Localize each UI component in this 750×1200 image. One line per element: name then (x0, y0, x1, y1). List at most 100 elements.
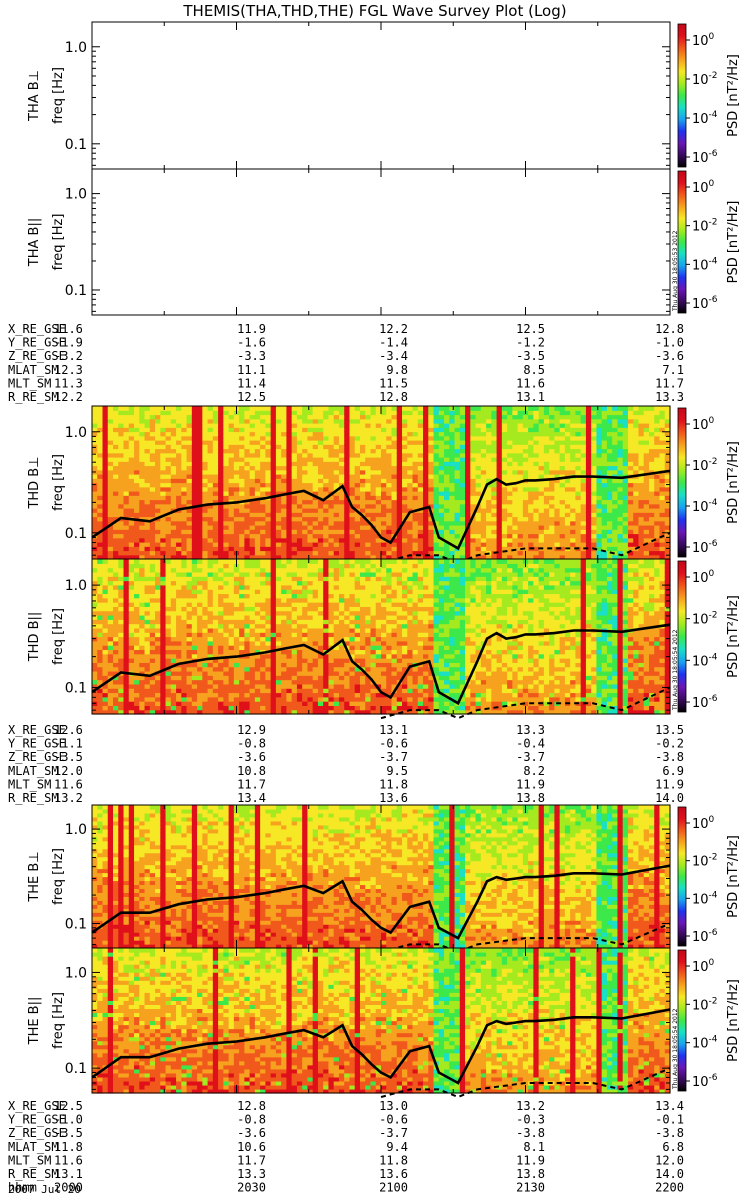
spectrogram-cell (186, 469, 193, 475)
spectrogram-cell (102, 709, 109, 715)
spectrogram-cell (333, 457, 340, 462)
spectrogram-cell (228, 537, 235, 543)
spectrogram-cell (191, 675, 198, 681)
spectrogram-cell (428, 457, 435, 462)
spectrogram-cell (444, 452, 450, 458)
spectrogram-cell (533, 550, 540, 556)
spectrogram-cell (438, 431, 445, 437)
spectrogram-cell (517, 529, 524, 535)
spectrogram-cell (370, 550, 377, 556)
spectrogram-cell (212, 457, 219, 462)
spectrogram-cell (643, 512, 650, 518)
spectrogram-cell (160, 444, 167, 450)
spectrogram-cell (512, 457, 519, 462)
spectrogram-cell (402, 410, 408, 416)
spectrogram-cell (165, 683, 172, 689)
spectrogram-cell (407, 444, 414, 450)
spectrogram-cell (354, 512, 361, 518)
spectrogram-cell (654, 423, 661, 428)
spectrogram-cell (638, 431, 645, 437)
spectrogram-cell (622, 452, 629, 458)
spectrogram-cell (191, 662, 198, 668)
spectrogram-cell (396, 418, 403, 424)
spectrogram-cell (396, 440, 403, 445)
spectrogram-cell (617, 533, 624, 539)
spectrogram-cell (528, 508, 534, 513)
spectrogram-cell (207, 474, 214, 479)
spectrogram-cell (528, 457, 534, 462)
spectrogram-cell (275, 478, 282, 484)
spectrogram-cell (559, 410, 566, 416)
spectrogram-cell (480, 550, 487, 556)
spectrogram-cell (302, 512, 309, 518)
spectrogram-cell (176, 640, 182, 646)
spectrogram-cell (391, 414, 398, 420)
spectrogram-cell (365, 418, 372, 424)
spectrogram-cell (218, 491, 224, 496)
spectrogram-cell (317, 423, 324, 428)
spectrogram-cell (654, 482, 661, 488)
spectrogram-cell (433, 448, 440, 454)
spectrogram-cell (564, 431, 571, 437)
spectrogram-cell (296, 406, 303, 411)
spectrogram-cell (585, 469, 592, 475)
spectrogram-cell (97, 550, 104, 556)
spectrogram-cell (186, 414, 193, 420)
spectrogram-cell (270, 448, 277, 454)
spectrogram-cell (144, 516, 151, 522)
spectrogram-cell (417, 491, 424, 496)
spectrogram-cell (170, 559, 177, 564)
spectrogram-cell (549, 486, 555, 492)
spectrogram-cell (107, 448, 114, 454)
spectrogram-cell (612, 457, 619, 462)
spectrogram-cell (176, 645, 182, 651)
spectrogram-cell (207, 486, 214, 492)
spectrogram-cell (233, 516, 240, 522)
spectrogram-cell (323, 423, 330, 428)
spectrogram-cell (370, 448, 377, 454)
spectrogram-cell (302, 478, 309, 484)
spectrogram-cell (470, 499, 477, 505)
spectrogram-cell (659, 414, 666, 420)
spectrogram-cell (428, 410, 435, 416)
spectrogram-cell (202, 444, 209, 450)
spectrogram-cell (575, 537, 582, 543)
spectrogram-cell (522, 533, 529, 539)
spectrogram-cell (113, 683, 119, 689)
spectrogram-cell (97, 567, 104, 573)
spectrogram-cell (181, 675, 188, 681)
spectrogram-cell (396, 461, 403, 467)
spectrogram-cell (92, 658, 98, 663)
spectrogram-cell (123, 435, 130, 441)
spectrogram-cell (291, 533, 298, 539)
spectrogram-cell (323, 444, 330, 450)
spectrogram-cell (543, 554, 550, 560)
spectrogram-cell (186, 636, 193, 642)
spectrogram-cell (207, 461, 214, 467)
spectrogram-cell (286, 448, 293, 454)
spectrogram-cell (128, 537, 135, 543)
spectrogram-cell (97, 452, 104, 458)
spectrogram-cell (296, 520, 303, 526)
spectrogram-cell (501, 414, 508, 420)
spectrogram-cell (459, 520, 466, 526)
spectrogram-cell (181, 640, 188, 646)
spectrogram-cell (328, 457, 335, 462)
spectrogram-cell (260, 418, 266, 424)
spectrogram-cell (123, 444, 130, 450)
spectrogram-cell (307, 448, 314, 454)
spectrogram-cell (149, 520, 156, 526)
colorbar-tick-label: 10-4 (692, 110, 718, 127)
spectrogram-cell (254, 520, 261, 526)
spectrogram-cell (239, 554, 245, 560)
spectrogram-cell (559, 444, 566, 450)
spectrogram-cell (118, 529, 125, 535)
spectrogram-cell (97, 593, 104, 599)
spectrogram-cell (307, 512, 314, 518)
spectrogram-cell (244, 478, 251, 484)
spectrogram-cell (118, 623, 125, 629)
spectrogram-cell (480, 444, 487, 450)
spectrogram-cell (438, 414, 445, 420)
spectrogram-cell (333, 414, 340, 420)
spectrogram-cell (491, 457, 498, 462)
